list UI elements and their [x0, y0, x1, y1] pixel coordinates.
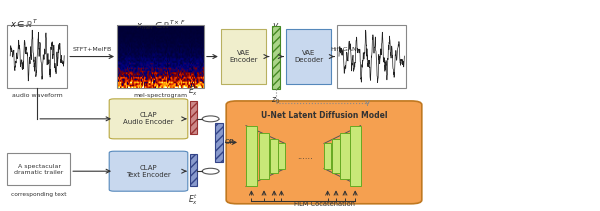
Text: $z_0$: $z_0$	[271, 95, 281, 106]
FancyBboxPatch shape	[226, 101, 422, 204]
FancyBboxPatch shape	[278, 143, 285, 169]
Bar	[190, 101, 197, 134]
Bar	[190, 154, 197, 186]
Text: CLAP
Audio Encoder: CLAP Audio Encoder	[124, 112, 174, 126]
Text: mel-spectrogram: mel-spectrogram	[134, 93, 188, 98]
FancyBboxPatch shape	[109, 99, 188, 139]
Text: $x_{mel} \in \mathbb{R}^{T \times F}$: $x_{mel} \in \mathbb{R}^{T \times F}$	[136, 18, 185, 32]
FancyBboxPatch shape	[259, 133, 269, 179]
Text: A spectacular
dramatic trailer: A spectacular dramatic trailer	[14, 164, 64, 175]
Text: Hifi-GAN: Hifi-GAN	[330, 47, 357, 52]
FancyBboxPatch shape	[246, 126, 257, 186]
FancyBboxPatch shape	[7, 25, 67, 88]
FancyBboxPatch shape	[350, 126, 361, 186]
Bar	[215, 123, 223, 162]
FancyBboxPatch shape	[340, 133, 350, 179]
FancyBboxPatch shape	[109, 151, 188, 191]
Bar	[272, 26, 280, 89]
FancyBboxPatch shape	[324, 143, 331, 169]
Text: STFT+MelFB: STFT+MelFB	[73, 47, 112, 52]
Text: audio waveform: audio waveform	[12, 93, 62, 98]
FancyBboxPatch shape	[270, 139, 278, 173]
FancyBboxPatch shape	[337, 25, 406, 88]
Text: corresponding text: corresponding text	[11, 192, 67, 197]
FancyBboxPatch shape	[286, 29, 331, 84]
Text: $x \in \mathbb{R}^T$: $x \in \mathbb{R}^T$	[10, 18, 38, 30]
Text: ......: ......	[296, 151, 313, 161]
Text: FiLM Cocatenation: FiLM Cocatenation	[293, 201, 355, 207]
Text: $E_x^a$: $E_x^a$	[188, 85, 199, 98]
Circle shape	[202, 168, 219, 174]
Text: $y$: $y$	[272, 21, 280, 32]
Text: VAE
Decoder: VAE Decoder	[295, 50, 323, 63]
FancyBboxPatch shape	[332, 139, 340, 173]
Circle shape	[202, 116, 219, 122]
Text: $E_x^t$: $E_x^t$	[188, 192, 198, 207]
Text: U-Net Latent Diffusion Model: U-Net Latent Diffusion Model	[261, 111, 387, 120]
Text: CLAP
Text Encoder: CLAP Text Encoder	[127, 165, 171, 178]
FancyBboxPatch shape	[221, 29, 266, 84]
Text: OR: OR	[225, 139, 235, 145]
Text: VAE
Encoder: VAE Encoder	[229, 50, 258, 63]
FancyBboxPatch shape	[7, 153, 70, 185]
